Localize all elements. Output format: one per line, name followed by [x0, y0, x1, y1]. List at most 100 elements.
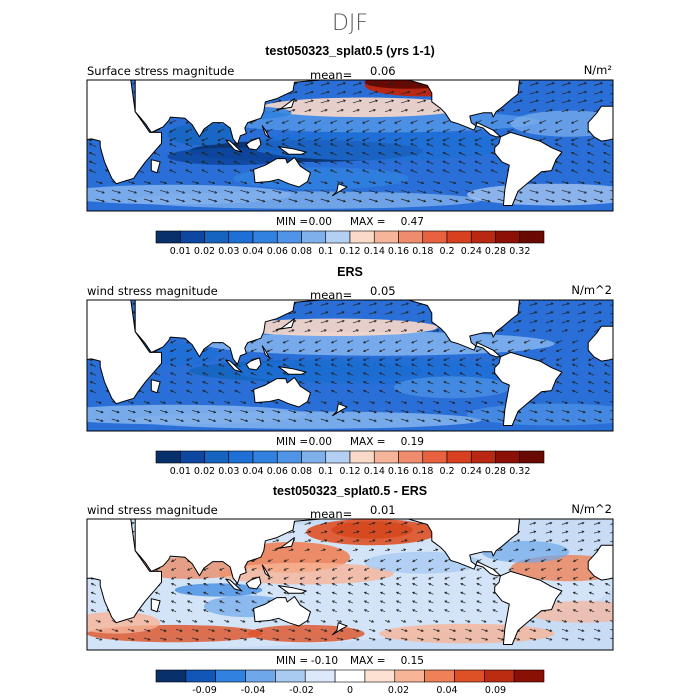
stress-vector-head	[329, 121, 333, 124]
stress-vector-head	[250, 372, 254, 375]
stress-vector-head	[555, 340, 559, 344]
stress-vector-head	[587, 358, 591, 361]
stress-vector	[111, 418, 120, 422]
stress-vector-head	[474, 138, 478, 142]
stress-vector	[378, 160, 386, 165]
stress-vector	[187, 600, 193, 604]
stress-vector-head	[442, 143, 446, 146]
stress-vector	[384, 418, 393, 422]
stress-vector	[315, 372, 321, 376]
stress-vector	[529, 82, 539, 86]
stress-vector	[288, 418, 296, 422]
stress-vector-head	[551, 99, 555, 103]
stress-vector-head	[90, 591, 94, 595]
stress-vector-head	[604, 600, 608, 604]
stress-vector	[169, 152, 177, 156]
stress-vector-head	[185, 160, 189, 164]
stress-vector-head	[267, 576, 271, 580]
stress-vector	[442, 120, 450, 124]
stress-vector	[272, 620, 278, 623]
stress-vector	[364, 609, 370, 613]
stress-vector	[610, 198, 613, 201]
stress-vector-head	[363, 600, 367, 604]
stress-vector	[380, 559, 386, 562]
stress-vector	[352, 531, 360, 534]
stress-vector-head	[245, 419, 249, 422]
stress-vector	[459, 363, 466, 367]
stress-vector-head	[460, 609, 464, 612]
stress-vector	[283, 583, 289, 586]
colorbar-tick-label: 0.04	[242, 466, 263, 477]
stress-vector-head	[343, 82, 346, 85]
stress-vector	[171, 600, 177, 604]
stress-vector-head	[297, 138, 301, 142]
stress-vector	[507, 128, 514, 133]
stress-vector	[587, 160, 595, 165]
stress-vector-head	[388, 521, 392, 525]
stress-vector-head	[540, 559, 544, 562]
stress-vector-head	[533, 521, 537, 525]
stress-vector	[394, 169, 402, 174]
stress-vector-head	[615, 320, 617, 322]
stress-vector	[224, 198, 233, 202]
stress-vector-head	[435, 548, 439, 552]
stress-vector	[283, 348, 289, 352]
stress-vector	[443, 381, 450, 385]
stress-vector	[609, 418, 613, 421]
stress-vector-head	[395, 568, 399, 571]
stress-vector	[256, 637, 263, 641]
stress-vector-head	[406, 302, 409, 306]
stress-vector	[320, 302, 329, 306]
stress-vector-head	[375, 191, 379, 194]
stress-vector-head	[277, 410, 281, 414]
stress-vector-head	[309, 311, 313, 314]
stress-vector	[385, 91, 394, 95]
stress-vector-head	[404, 401, 408, 404]
stress-vector-head	[459, 381, 463, 384]
stress-vector	[362, 152, 370, 156]
stress-vector	[347, 381, 354, 385]
stress-vector-head	[534, 419, 538, 422]
stress-vector	[572, 381, 579, 385]
stress-vector	[336, 198, 346, 202]
stress-vector	[352, 329, 359, 333]
stress-vector-head	[571, 349, 575, 353]
stress-vector	[368, 189, 378, 194]
stress-vector	[545, 100, 555, 104]
stress-vector-head	[292, 629, 296, 632]
stress-vector	[529, 91, 539, 95]
stress-vector	[497, 329, 504, 333]
stress-vector-head	[218, 349, 222, 353]
stress-vector	[202, 372, 209, 376]
stress-vector-head	[455, 199, 459, 203]
stress-vector	[364, 559, 370, 562]
stress-vector	[417, 198, 426, 202]
stress-vector-head	[471, 199, 475, 203]
stress-vector	[368, 620, 374, 623]
stress-vector	[170, 340, 177, 344]
stress-vector-head	[294, 82, 298, 85]
stress-vector-head	[277, 319, 281, 323]
land-africa	[87, 519, 162, 624]
stress-vector-head	[420, 401, 424, 404]
stress-vector-head	[491, 363, 495, 367]
stress-vector	[465, 620, 471, 623]
stress-vector-head	[379, 363, 382, 367]
stress-vector-head	[340, 181, 344, 185]
stress-vector-head	[568, 191, 571, 194]
stress-vector	[476, 567, 482, 571]
stress-vector	[362, 120, 370, 124]
stress-vector	[283, 559, 289, 562]
stress-vector	[219, 591, 225, 595]
stress-vector	[507, 120, 514, 124]
stress-vector-head	[339, 620, 343, 623]
stress-vector	[609, 312, 613, 315]
stress-vector	[410, 128, 418, 133]
stress-vector-head	[266, 349, 270, 353]
stress-vector-head	[278, 199, 282, 203]
stress-vector	[176, 198, 185, 202]
stress-vector-head	[294, 90, 298, 94]
stress-vector-head	[524, 559, 528, 562]
stress-vector	[368, 409, 377, 413]
stress-vector-head	[614, 630, 616, 632]
